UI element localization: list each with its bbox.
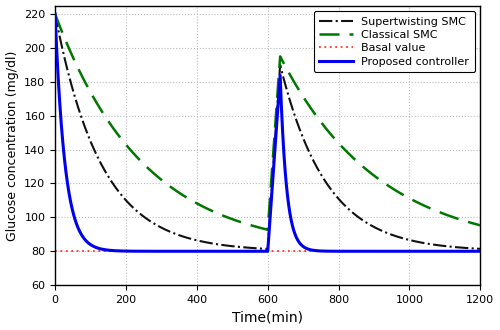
Legend: Supertwisting SMC, Classical SMC, Basal value, Proposed controller: Supertwisting SMC, Classical SMC, Basal … (314, 11, 475, 72)
X-axis label: Time(min): Time(min) (232, 311, 303, 324)
Y-axis label: Glucose concentration (mg/dl): Glucose concentration (mg/dl) (6, 50, 18, 241)
